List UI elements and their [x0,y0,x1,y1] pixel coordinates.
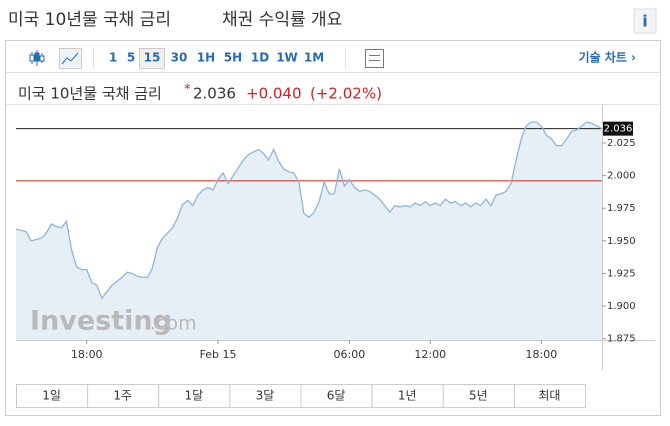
line-chart-button[interactable] [59,48,82,69]
price-line [15,121,603,300]
watermark-domain: .com [150,313,197,335]
tech-chart-link[interactable]: 기술 차트 › [579,50,637,65]
interval-button[interactable]: 30 [171,51,188,65]
range-label[interactable]: 6달 [327,389,346,403]
interval-button[interactable]: 1M [304,51,324,65]
x-tick-label: Feb 15 [200,348,237,361]
live-dot: * [184,83,191,98]
range-label[interactable]: 최대 [538,389,560,403]
interval-button[interactable]: 1H [197,51,215,65]
print-button[interactable] [365,49,384,68]
range-label[interactable]: 5년 [469,389,488,403]
quote-change-pct: (+2.02%) [310,85,382,103]
frame [5,40,661,416]
y-tick-label: 1.875 [607,334,636,345]
area [16,122,602,340]
interval-button[interactable]: 5 [127,51,135,65]
x-tick-label: 18:00 [526,348,558,361]
candle-icon[interactable] [29,50,45,66]
quote-last: 2.036 [193,85,236,103]
range-label[interactable]: 1년 [398,389,417,403]
interval-button[interactable]: 15 [144,51,161,65]
range-label[interactable]: 3달 [256,389,275,403]
last-price-label: 2.036 [604,124,633,135]
x-tick-label: 18:00 [71,348,103,361]
range-label[interactable]: 1달 [184,389,203,403]
interval-button[interactable]: 5H [224,51,242,65]
info-icon[interactable]: i [642,12,647,31]
interval-button[interactable]: 1W [276,51,298,65]
last-price-badge [603,121,633,136]
range-label[interactable]: 1일 [42,389,61,403]
y-tick-label: 2.025 [607,138,636,149]
range-button[interactable] [513,384,586,408]
y-tick-label: 1.925 [607,268,636,279]
quote-name: 미국 10년물 국채 금리 [18,85,162,103]
y-tick-label: 2.000 [607,171,636,182]
quote-change: +0.040 [246,85,302,103]
watermark-brand: Investing [30,306,172,337]
y-tick-label: 1.950 [607,236,636,247]
interval-button[interactable]: 1D [251,51,269,65]
x-tick-label: 12:00 [414,348,446,361]
y-tick-label: 1.900 [607,301,636,312]
range-label[interactable]: 1주 [113,389,132,403]
line-icon [61,52,79,65]
interval-selected[interactable] [139,48,165,69]
y-tick-label: 1.975 [607,203,636,214]
title: 미국 10년물 국채 금리 [8,10,171,30]
interval-button[interactable]: 1 [109,51,117,65]
subtitle: 채권 수익률 개요 [222,10,342,30]
x-tick-label: 06:00 [334,348,366,361]
info-button[interactable] [633,8,657,34]
